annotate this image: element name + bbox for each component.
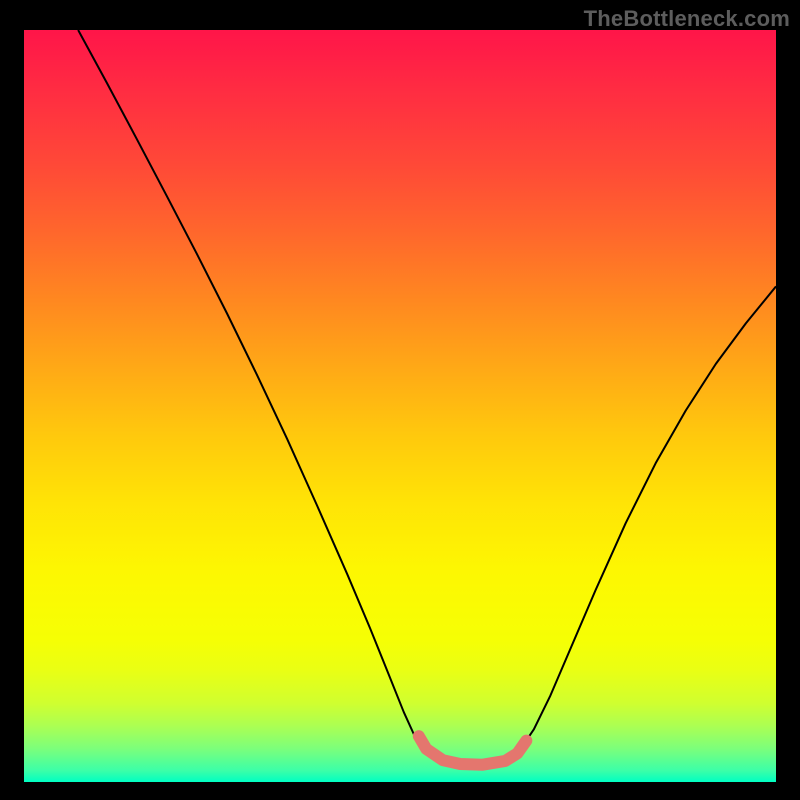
watermark-text: TheBottleneck.com [584, 6, 790, 32]
figure-root: TheBottleneck.com [0, 0, 800, 800]
plot-area [24, 30, 776, 782]
gradient-background [24, 30, 776, 782]
plot-svg [24, 30, 776, 782]
